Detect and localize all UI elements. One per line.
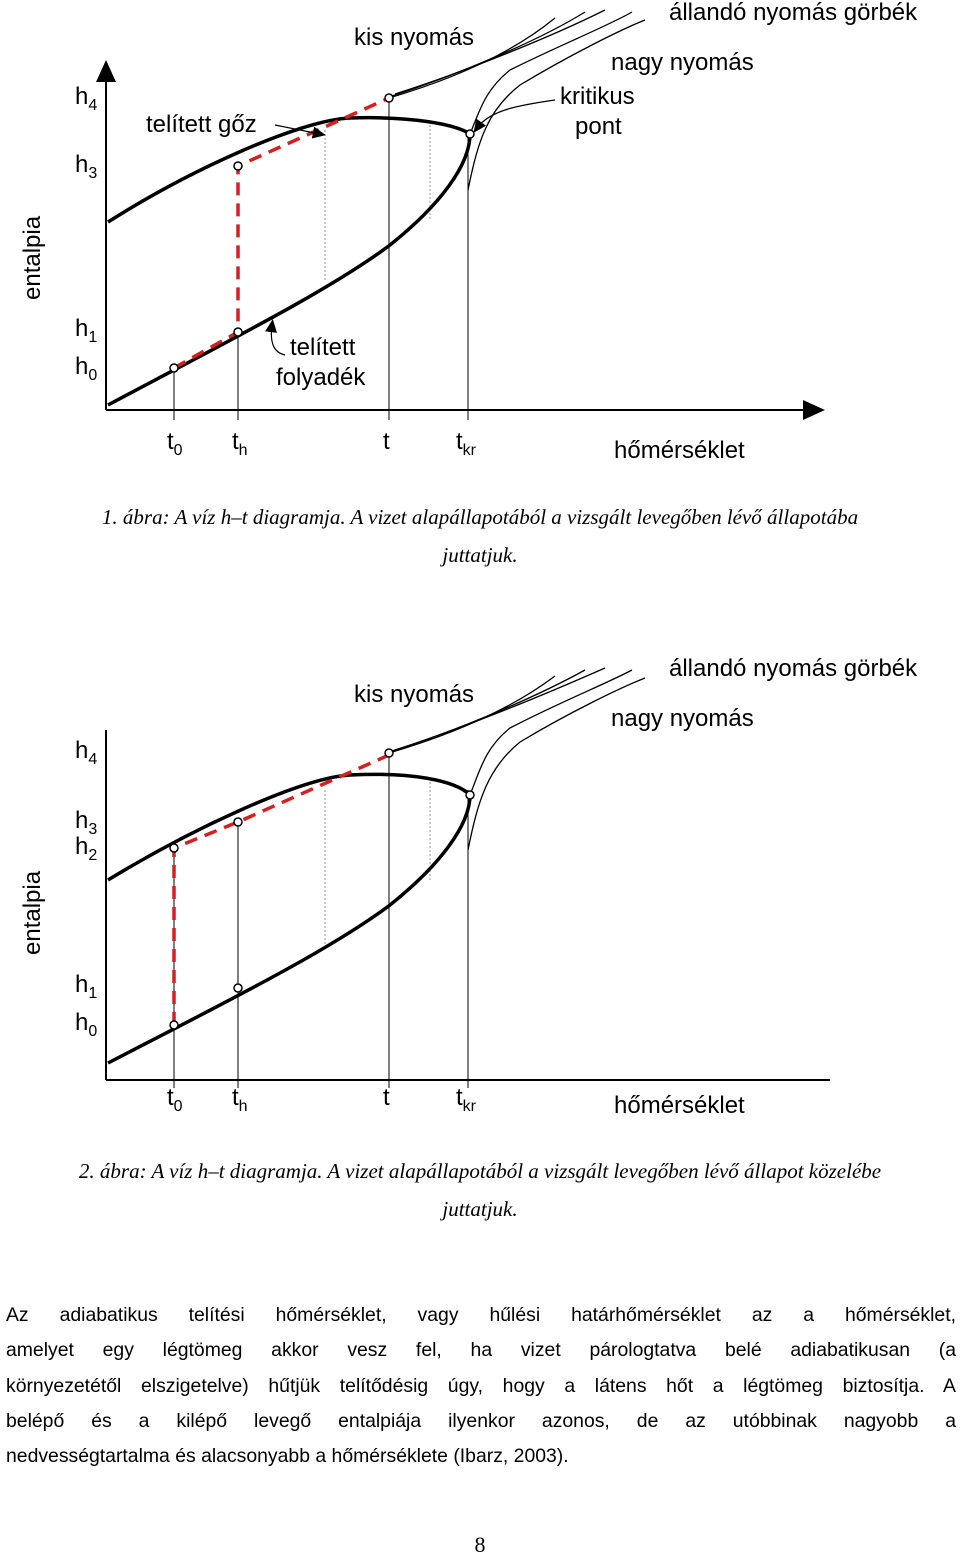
figure-1: entalpia hőmérséklet h4 h3 h1 h0 t0 th t…	[0, 0, 960, 470]
figure-2-caption: 2. ábra: A víz h–t diagramja. A vizet al…	[0, 1152, 960, 1228]
paragraph-line-3: környezetétől elszigetelve) hűtjük telít…	[6, 1374, 956, 1397]
label-saturated-liquid-2: folyadék	[276, 364, 366, 391]
label-low-pressure: kis nyomás	[354, 24, 474, 51]
figure-2-caption-line2: juttatjuk.	[442, 1197, 518, 1221]
y-tick-h3: h3	[75, 151, 97, 182]
pointer-saturated-liquid	[265, 319, 286, 356]
y-tick-h0: h0	[75, 353, 97, 384]
x-tick-tkr: tkr	[456, 1084, 477, 1115]
label-critical-point-1: kritikus	[560, 83, 635, 110]
body-paragraph-real: Az adiabatikus telítési hőmérséklet, vag…	[6, 1298, 956, 1474]
critical-point	[465, 790, 475, 800]
process-path	[173, 96, 390, 370]
constant-pressure-curve-5	[467, 677, 646, 851]
y-tick-h4: h4	[75, 737, 97, 768]
label-constant-pressure: állandó nyomás görbék	[669, 0, 918, 26]
figure-1-caption: 1. ábra: A víz h–t diagramja. A vizet al…	[0, 498, 960, 574]
pointer-critical-point	[473, 99, 556, 133]
x-axis-label: hőmérséklet	[614, 437, 745, 464]
critical-point	[465, 129, 475, 139]
label-critical-point-2: pont	[575, 113, 622, 140]
paragraph-line-4: belépő és a kilépő levegő entalpiája ily…	[6, 1409, 956, 1432]
x-axis-label: hőmérséklet	[614, 1092, 745, 1119]
label-high-pressure: nagy nyomás	[611, 705, 754, 732]
label-saturated-liquid-1: telített	[290, 334, 356, 361]
label-low-pressure: kis nyomás	[354, 681, 474, 708]
pointer-saturated-vapor	[274, 124, 326, 139]
y-tick-h4: h4	[75, 83, 97, 114]
y-tick-h3: h3	[75, 807, 97, 838]
saturated-vapor-curve	[107, 115, 471, 224]
figure-2-caption-line1: 2. ábra: A víz h–t diagramja. A vizet al…	[78, 1159, 882, 1183]
saturated-vapor-curve	[107, 772, 472, 882]
x-tick-th: th	[232, 1084, 248, 1115]
y-axis-label: entalpia	[19, 215, 46, 300]
saturated-liquid-curve	[107, 133, 472, 407]
constant-pressure-curve-4	[469, 11, 633, 135]
process-path	[172, 753, 390, 1025]
constant-pressure-curve-3	[394, 667, 606, 751]
constant-pressure-curve-5	[467, 19, 646, 191]
figure-2-diagram: entalpia hőmérséklet h4 h3 h2 h1 h0 t0 t…	[19, 655, 918, 1119]
paragraph-line-2: amelyet egy légtömeg akkor vesz fel, ha …	[6, 1339, 956, 1362]
x-tick-t0: t0	[167, 428, 183, 459]
constant-pressure-curve-2	[388, 11, 586, 98]
y-tick-h2: h2	[75, 833, 97, 864]
y-tick-h1: h1	[75, 971, 97, 1002]
y-axis-label: entalpia	[19, 870, 46, 955]
state-point-h0	[169, 1020, 179, 1030]
paragraph-line-5: nedvességtartalma és alacsonyabb a hőmér…	[6, 1445, 569, 1468]
saturated-liquid-curve	[107, 794, 472, 1065]
label-constant-pressure: állandó nyomás görbék	[669, 655, 918, 682]
page-number: 8	[474, 1532, 486, 1557]
x-tick-tkr: tkr	[456, 428, 477, 459]
constant-pressure-curve-3	[394, 9, 606, 95]
state-point-h4	[384, 93, 394, 103]
figure-1-caption-line1: 1. ábra: A víz h–t diagramja. A vizet al…	[101, 505, 859, 529]
state-point-h1	[233, 327, 243, 337]
figure-2: entalpia hőmérséklet h4 h3 h2 h1 h0 t0 t…	[0, 640, 960, 1125]
figure-1-caption-line2: juttatjuk.	[442, 543, 518, 567]
state-point-h3	[233, 161, 243, 171]
state-point-h4	[384, 748, 394, 758]
x-tick-th: th	[232, 428, 248, 459]
y-tick-h0: h0	[75, 1009, 97, 1040]
x-tick-t: t	[383, 1084, 390, 1111]
paragraph-line-1: Az adiabatikus telítési hőmérséklet, vag…	[6, 1304, 956, 1326]
state-point-h1	[233, 983, 243, 993]
y-tick-h1: h1	[75, 315, 97, 346]
label-saturated-vapor: telített gőz	[146, 111, 257, 138]
figure-1-diagram: entalpia hőmérséklet h4 h3 h1 h0 t0 th t…	[19, 0, 918, 464]
constant-pressure-curve-4	[469, 669, 633, 796]
x-tick-t0: t0	[167, 1084, 183, 1115]
state-point-h2	[169, 843, 179, 853]
state-point-h0	[169, 363, 179, 373]
label-high-pressure: nagy nyomás	[611, 49, 754, 76]
state-point-h3	[233, 817, 243, 827]
x-tick-t: t	[383, 428, 390, 455]
